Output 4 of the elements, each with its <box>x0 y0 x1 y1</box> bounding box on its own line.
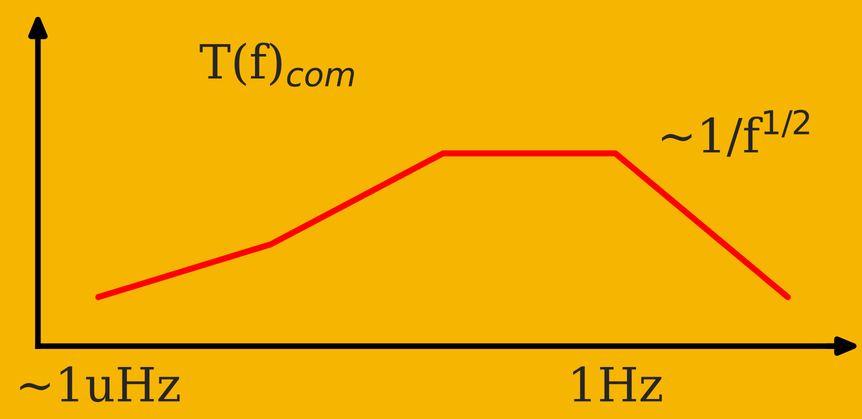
x-tick-label: ~1uHz <box>20 366 180 402</box>
chart-title: T(f)$_{com}$ <box>200 42 354 87</box>
annotation: ~1/f$^{1/2}$ <box>662 110 810 157</box>
x-tick-label: 1Hz <box>573 366 662 402</box>
